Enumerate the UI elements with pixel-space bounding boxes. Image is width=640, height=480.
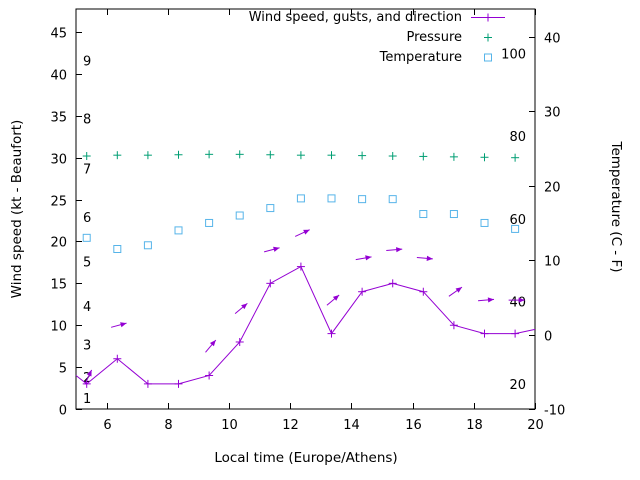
svg-text:30: 30: [544, 106, 561, 121]
svg-text:1: 1: [83, 392, 91, 407]
wind-direction-arrows: [84, 229, 525, 385]
svg-text:8: 8: [83, 112, 91, 127]
svg-text:60: 60: [509, 213, 526, 228]
axes: 6 8 10 12 14 16 18 20051015202530354045-1001020…: [50, 8, 565, 433]
svg-text:15: 15: [50, 278, 67, 293]
wind-line-sample-icon: [471, 11, 505, 24]
svg-text:3: 3: [83, 338, 91, 353]
svg-text:7: 7: [83, 163, 91, 178]
svg-text:0: 0: [59, 404, 67, 419]
series-wind: [75, 262, 536, 388]
svg-text:45: 45: [50, 27, 67, 42]
svg-text:9: 9: [83, 55, 91, 70]
svg-text:80: 80: [509, 130, 526, 145]
svg-text:10: 10: [544, 255, 561, 270]
svg-text:40: 40: [50, 69, 67, 84]
x-axis-title: Local time (Europe/Athens): [214, 450, 398, 466]
svg-text:4: 4: [83, 300, 91, 315]
svg-text:0: 0: [544, 330, 552, 345]
legend-label-pressure: Pressure: [406, 29, 462, 45]
temperature-square-sample-icon: [471, 51, 505, 64]
svg-text:16: 16: [405, 418, 422, 433]
svg-text:10: 10: [221, 418, 238, 433]
svg-text:20: 20: [544, 181, 561, 196]
series-pressure: [82, 150, 520, 162]
svg-text:8: 8: [164, 418, 172, 433]
svg-text:35: 35: [50, 111, 67, 126]
legend-label-wind: Wind speed, gusts, and direction: [248, 9, 462, 25]
pressure-plus-sample-icon: [471, 31, 505, 44]
svg-text:6: 6: [103, 418, 111, 433]
svg-text:40: 40: [544, 32, 561, 47]
svg-text:20: 20: [509, 378, 526, 393]
series-temperature: [82, 194, 520, 253]
svg-text:12: 12: [282, 418, 299, 433]
svg-text:14: 14: [343, 418, 360, 433]
legend-item-pressure: Pressure: [0, 27, 505, 47]
legend: Wind speed, gusts, and direction Pressur…: [0, 7, 505, 67]
svg-text:30: 30: [50, 153, 67, 168]
svg-text:18: 18: [466, 418, 483, 433]
legend-item-wind: Wind speed, gusts, and direction: [0, 7, 505, 27]
svg-text:25: 25: [50, 195, 67, 210]
fahrenheit-scale-labels: 20 40 60 80 100: [501, 47, 526, 393]
svg-text:100: 100: [501, 47, 526, 62]
legend-item-temperature: Temperature: [0, 47, 505, 67]
svg-text:20: 20: [527, 418, 544, 433]
svg-text:10: 10: [50, 320, 67, 335]
beaufort-scale-labels: 123456789: [83, 55, 91, 408]
legend-label-temperature: Temperature: [379, 49, 462, 65]
svg-text:5: 5: [83, 256, 91, 271]
svg-text:6: 6: [83, 211, 91, 226]
svg-text:-10: -10: [544, 404, 565, 419]
svg-text:40: 40: [509, 296, 526, 311]
svg-text:5: 5: [59, 362, 67, 377]
left-axis-title: Wind speed (kt - Beaufort): [9, 119, 25, 299]
right-axis-title: Temperature (C - F): [608, 141, 624, 273]
svg-text:20: 20: [50, 236, 67, 251]
